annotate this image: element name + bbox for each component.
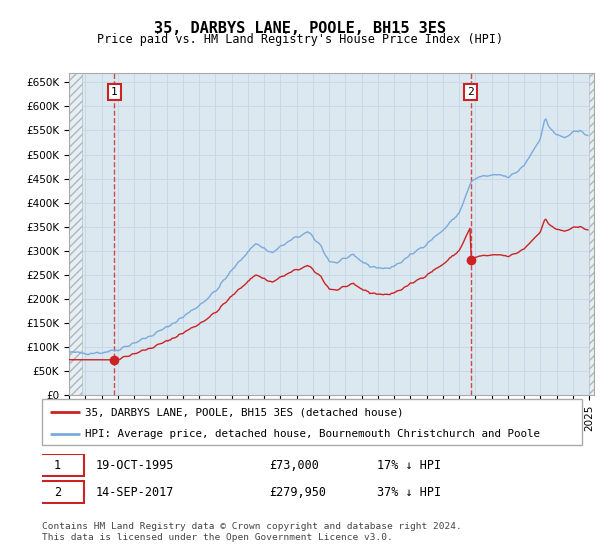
FancyBboxPatch shape [31, 454, 84, 477]
Text: 1: 1 [54, 459, 61, 472]
Text: Contains HM Land Registry data © Crown copyright and database right 2024.: Contains HM Land Registry data © Crown c… [42, 522, 462, 531]
Text: 17% ↓ HPI: 17% ↓ HPI [377, 459, 441, 472]
Text: Price paid vs. HM Land Registry's House Price Index (HPI): Price paid vs. HM Land Registry's House … [97, 33, 503, 46]
Text: 19-OCT-1995: 19-OCT-1995 [96, 459, 175, 472]
Text: This data is licensed under the Open Government Licence v3.0.: This data is licensed under the Open Gov… [42, 533, 393, 542]
Text: 14-SEP-2017: 14-SEP-2017 [96, 486, 175, 499]
Text: £279,950: £279,950 [269, 486, 326, 499]
FancyBboxPatch shape [42, 399, 582, 445]
Text: 35, DARBYS LANE, POOLE, BH15 3ES (detached house): 35, DARBYS LANE, POOLE, BH15 3ES (detach… [85, 407, 404, 417]
Text: 37% ↓ HPI: 37% ↓ HPI [377, 486, 441, 499]
Text: 35, DARBYS LANE, POOLE, BH15 3ES: 35, DARBYS LANE, POOLE, BH15 3ES [154, 21, 446, 36]
Text: 2: 2 [54, 486, 61, 499]
FancyBboxPatch shape [31, 481, 84, 503]
Text: 1: 1 [111, 87, 118, 97]
Text: HPI: Average price, detached house, Bournemouth Christchurch and Poole: HPI: Average price, detached house, Bour… [85, 429, 540, 438]
Text: 2: 2 [467, 87, 474, 97]
Text: £73,000: £73,000 [269, 459, 319, 472]
